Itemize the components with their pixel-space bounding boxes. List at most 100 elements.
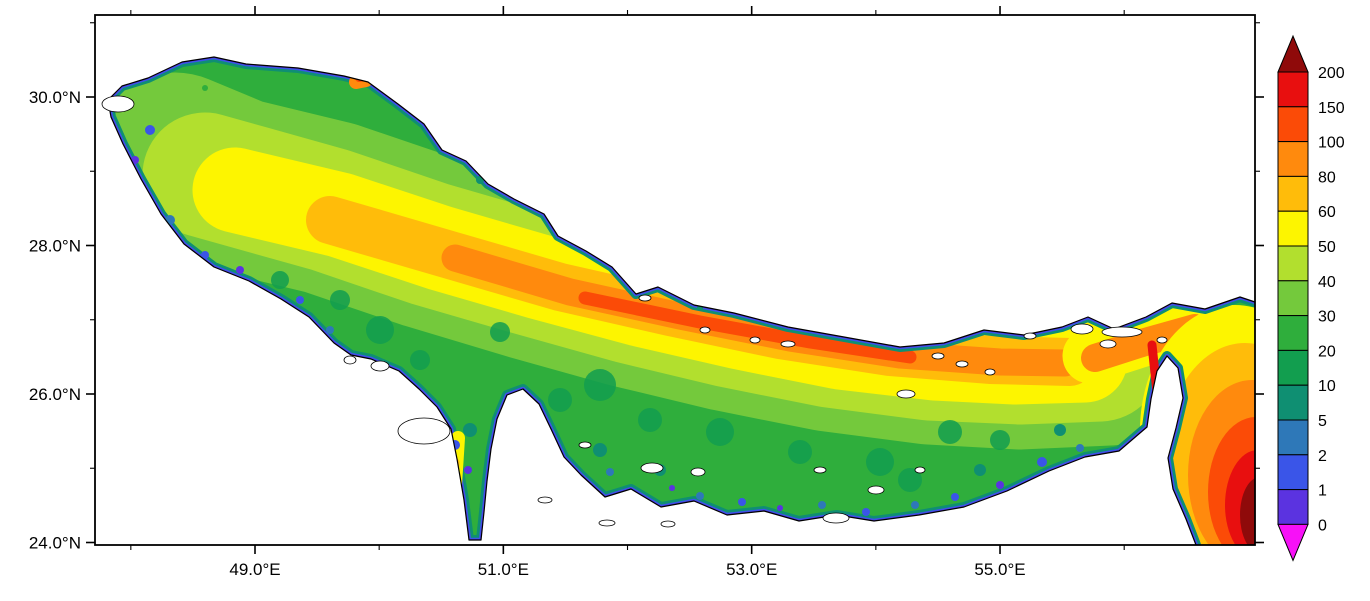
island bbox=[660, 520, 676, 528]
texture-patch bbox=[990, 430, 1010, 450]
speckle bbox=[862, 508, 870, 516]
basin-texture-patches bbox=[271, 271, 1010, 492]
speckle bbox=[777, 505, 783, 511]
x-tick-label: 49.0°E bbox=[229, 560, 280, 579]
speckle bbox=[326, 326, 334, 334]
island bbox=[780, 340, 796, 348]
colorbar-label: 20 bbox=[1318, 343, 1336, 360]
island bbox=[578, 441, 592, 449]
oman-blob-over-200 bbox=[1240, 477, 1255, 545]
x-tick-label: 51.0°E bbox=[478, 560, 529, 579]
speckle bbox=[202, 85, 208, 91]
island bbox=[638, 294, 652, 302]
island bbox=[537, 496, 553, 504]
texture-patch bbox=[866, 448, 894, 476]
texture-patch bbox=[548, 388, 572, 412]
colorbar-cell bbox=[1277, 384, 1309, 421]
speckle bbox=[1037, 457, 1047, 467]
texture-patch bbox=[638, 408, 662, 432]
speckle bbox=[556, 226, 564, 234]
island bbox=[749, 336, 761, 344]
depth-bands bbox=[108, 72, 1255, 450]
speckle bbox=[818, 501, 826, 509]
speckle bbox=[145, 125, 155, 135]
speckle bbox=[524, 434, 536, 446]
colorbar-label: 30 bbox=[1318, 309, 1336, 326]
island bbox=[1023, 332, 1037, 340]
colorbar-over-arrow bbox=[1277, 34, 1309, 73]
texture-patch bbox=[584, 369, 616, 401]
texture-patch bbox=[330, 290, 350, 310]
islands bbox=[101, 95, 1168, 528]
island bbox=[813, 466, 827, 474]
texture-patch bbox=[410, 350, 430, 370]
colorbar-label: 5 bbox=[1318, 413, 1327, 430]
colorbar-cell bbox=[1277, 349, 1309, 386]
colorbar-label: 1 bbox=[1318, 483, 1327, 500]
speckle bbox=[1054, 424, 1066, 436]
axes: 49.0°E 51.0°E 53.0°E 55.0°E 30.0°N 28.0°N 26.0… bbox=[29, 6, 1264, 579]
x-tick-label: 53.0°E bbox=[726, 560, 777, 579]
colorbar-cell bbox=[1277, 141, 1309, 177]
island bbox=[955, 360, 969, 368]
y-tick-label: 28.0°N bbox=[29, 237, 81, 256]
island bbox=[984, 368, 996, 376]
island bbox=[822, 512, 850, 524]
island bbox=[640, 462, 664, 474]
coastline-south bbox=[107, 99, 1197, 546]
colorbar-label: 200 bbox=[1318, 65, 1345, 82]
island bbox=[690, 467, 706, 477]
colorbar-cell bbox=[1277, 106, 1309, 143]
gulf-of-oman-gradient bbox=[1140, 305, 1255, 545]
feature-band-salwa-50-60 bbox=[445, 431, 465, 539]
coastline bbox=[107, 56, 1256, 546]
feature-band-north-coast-100-150 bbox=[355, 73, 369, 82]
colorbar-label: 10 bbox=[1318, 378, 1336, 395]
colorbar-cell bbox=[1277, 419, 1309, 456]
texture-patch bbox=[706, 418, 734, 446]
island bbox=[699, 326, 711, 334]
colorbar-cell bbox=[1277, 489, 1309, 525]
y-tick-label: 30.0°N bbox=[29, 88, 81, 107]
speckle bbox=[142, 67, 148, 73]
speckle bbox=[558, 466, 566, 474]
y-tick-label: 24.0°N bbox=[29, 534, 81, 553]
island bbox=[101, 95, 135, 113]
island bbox=[914, 466, 926, 474]
colorbar-cell bbox=[1277, 245, 1309, 282]
feature-band-salwa-60-80 bbox=[448, 458, 460, 528]
plot-border bbox=[94, 14, 1256, 546]
colorbar-cell bbox=[1277, 454, 1309, 491]
speckle bbox=[606, 468, 614, 476]
colorbar-cell bbox=[1277, 71, 1309, 108]
speckle bbox=[911, 501, 919, 509]
speckle bbox=[696, 492, 704, 500]
colorbar-cell bbox=[1277, 280, 1309, 317]
texture-patch bbox=[490, 322, 510, 342]
speckle bbox=[951, 493, 959, 501]
speckle bbox=[996, 481, 1004, 489]
island bbox=[598, 519, 616, 527]
depth-band-100-150 bbox=[578, 291, 917, 364]
colorbar-label: 80 bbox=[1318, 169, 1336, 186]
texture-patch bbox=[898, 468, 922, 492]
island bbox=[1099, 339, 1117, 349]
speckle bbox=[464, 466, 472, 474]
texture-patch bbox=[938, 420, 962, 444]
speckle bbox=[593, 443, 607, 457]
colorbar-cell bbox=[1277, 175, 1309, 212]
colorbar-label: 0 bbox=[1318, 517, 1327, 534]
island bbox=[343, 355, 357, 365]
island bbox=[867, 485, 885, 495]
speckle bbox=[636, 496, 644, 504]
speckle bbox=[543, 443, 553, 453]
speckle bbox=[201, 251, 209, 259]
island bbox=[896, 389, 916, 399]
island bbox=[931, 352, 945, 360]
y-tick-label: 26.0°N bbox=[29, 385, 81, 404]
oman-blob-150-200 bbox=[1225, 450, 1255, 545]
colorbar-label: 60 bbox=[1318, 204, 1336, 221]
colorbar-label: 40 bbox=[1318, 274, 1336, 291]
